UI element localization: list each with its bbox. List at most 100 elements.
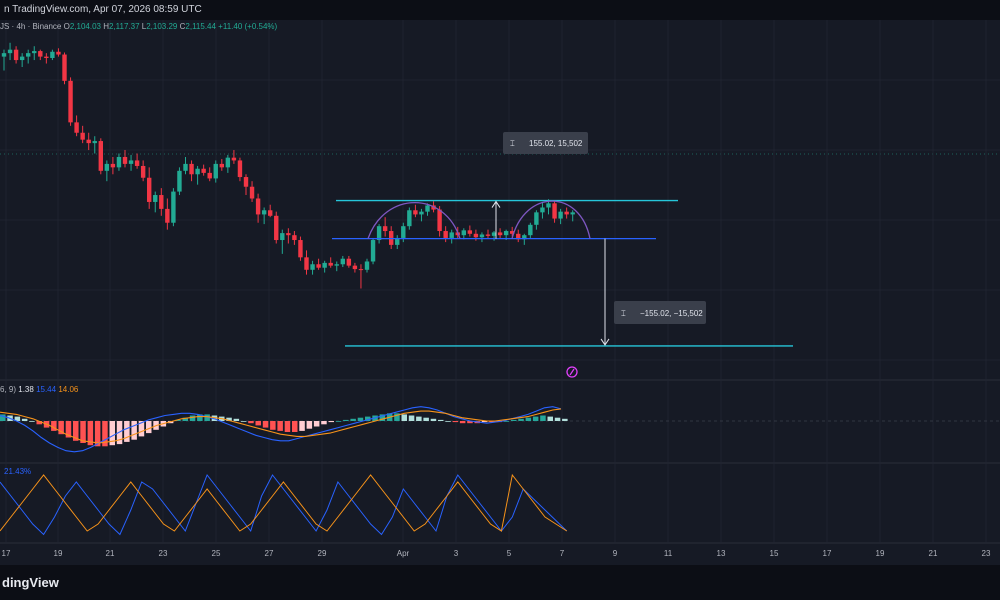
macd-hist-bar [14,416,21,421]
candle-body [540,207,545,213]
candle-body [479,234,485,238]
candle-body [516,233,521,240]
candle-body [195,168,200,175]
macd-hist-bar [51,421,57,431]
macd-hist-bar [204,414,210,421]
candle-body [177,170,182,192]
measure-label-bg [503,132,588,154]
candle-body [207,172,212,179]
candle-body [68,80,73,123]
candle-body [268,210,273,216]
candle-body [304,257,309,270]
symbol-label: JS · 4h · Binance [0,22,62,31]
price-chart[interactable]: ⌶ 155.02, 15,502 ⌶ −155.02, −15,502 17 19 21 2… [0,0,1000,565]
candle-body [322,262,327,268]
close-value: 2,115.44 [185,22,216,31]
macd-hist-value: 1.38 [18,385,34,394]
macd-hist-bar [277,421,283,431]
x-tick-label: 19 [876,549,885,558]
candle-body [116,156,122,168]
x-tick-label: 23 [982,549,991,558]
macd-signal-line [0,408,562,444]
candle-body [44,56,49,58]
candle-body [407,210,412,227]
x-tick-label: 27 [265,549,274,558]
candle-body [461,230,466,236]
candle-body [510,231,515,234]
candle-body [340,258,345,265]
macd-hist-bar [73,421,79,441]
candle-body [497,232,503,236]
osc-legend: 21.43% [4,467,32,476]
grid [0,20,1000,544]
macd-hist-bar [511,419,517,421]
candle-body [92,141,97,144]
high-value: 2,117.37 [109,22,140,31]
macd-hist-bar [124,421,130,442]
candle-body [213,163,218,179]
macd-hist-bar [240,421,247,422]
candle-body [147,177,152,202]
candle-body [153,195,158,202]
candle-body [249,186,255,199]
event-marker-icon [566,366,578,378]
macd-hist-bar [138,421,145,437]
candle-body [274,215,279,241]
candle-body [570,212,575,215]
footer-bar: dingView [0,565,1000,600]
macd-hist-bar [87,421,94,446]
candle-body [316,264,321,268]
candle-body [558,211,563,219]
open-value: 2,104.03 [69,22,101,31]
macd-hist-bar [321,421,327,425]
macd-hist-bar [481,421,488,423]
macd-hist-bar [518,418,524,421]
macd-hist-bar [94,421,101,447]
candle-body [104,163,110,171]
candle-body [280,233,285,241]
candle-body [219,163,224,168]
candle-body [382,226,388,232]
x-tick-label: Apr [397,549,410,558]
candle-body [358,269,364,271]
x-tick-label: 17 [2,549,11,558]
measure-label-top: ⌶ 155.02, 15,502 [503,132,588,154]
macd-hist-bar [102,421,108,447]
candle-body [310,264,315,270]
candle-body [62,54,67,81]
macd-hist-bar [233,418,240,421]
macd-hist-bar [350,418,356,421]
candle-body [425,205,430,212]
candle-body [286,233,291,236]
candle-body [231,157,237,161]
candle-body [255,198,261,215]
oscillator-pane [0,473,568,536]
macd-hist-bar [80,421,86,443]
macd-line [0,406,562,453]
macd-hist-bar [29,421,35,422]
published-bar: n TradingView.com, Apr 07, 2026 08:59 UT… [0,0,1000,20]
candle-body [546,203,551,208]
candle-body [376,226,382,241]
candle-body [13,49,19,61]
candle-body [7,49,13,54]
pattern-drawings[interactable]: ⌶ 155.02, 15,502 ⌶ −155.02, −15,502 [332,132,793,378]
candle-body [467,230,473,234]
macd-hist-bar [562,418,568,421]
candle-body [110,163,116,168]
candle-body [261,210,267,215]
x-tick-label: 15 [770,549,779,558]
candle-body [243,177,249,187]
x-tick-label: 29 [318,549,327,558]
macd-hist-bar [547,416,553,421]
candle-body [38,51,43,57]
candle-body [50,51,55,58]
macd-hist-bar [540,415,546,421]
candle-body [134,160,140,166]
macd-hist-bar [262,421,269,428]
candle-body [401,226,406,238]
candle-body [98,141,103,171]
candle-body [395,237,400,245]
macd-hist-bar [36,421,42,425]
macd-hist-bar [65,421,72,438]
